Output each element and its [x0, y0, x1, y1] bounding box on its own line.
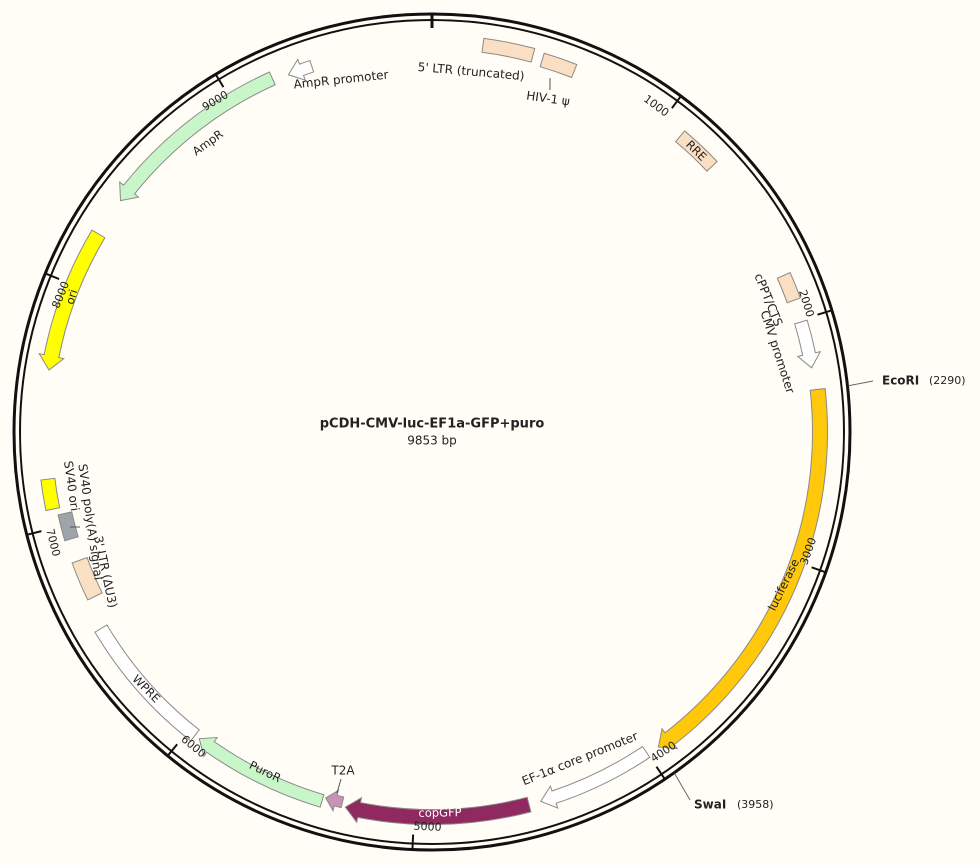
site-name: EcoRI: [882, 374, 919, 388]
feature-shape: [40, 477, 61, 512]
site-name: SwaI: [694, 798, 726, 812]
feature-shape: [481, 37, 536, 63]
tick-mark: [817, 309, 833, 316]
tick-mark: [166, 743, 178, 757]
tick-label: 1000: [641, 92, 671, 119]
feature-shape: [539, 52, 578, 79]
feature-shape: [776, 271, 802, 304]
feature-shape: [38, 229, 106, 371]
feature-label: ori: [63, 288, 81, 306]
features: [38, 37, 828, 825]
feature-shape: [325, 789, 345, 813]
feature-label: SV40 ori: [61, 460, 82, 512]
backbone-inner: [19, 19, 845, 845]
feature-shape: [344, 796, 532, 825]
feature-label: HIV-1 ψ: [525, 89, 570, 109]
feature-shape: [198, 736, 325, 808]
tick-label: 5000: [413, 820, 442, 834]
feature-shape: [57, 511, 79, 542]
feature-shape: [674, 130, 718, 172]
feature-shape: [657, 388, 828, 750]
tick-mark: [411, 834, 415, 850]
feature-shape: [119, 71, 276, 202]
backbone-outer: [12, 12, 852, 852]
site-leader: [674, 773, 691, 801]
plasmid-name: pCDH-CMV-luc-EF1a-GFP+puro: [320, 417, 545, 432]
feature-shape: [539, 745, 651, 809]
tick-mark: [811, 566, 827, 574]
feature-shape: [71, 556, 103, 601]
feature-label: T2A: [330, 764, 355, 778]
tick-mark: [655, 766, 666, 780]
tick-mark: [214, 73, 225, 88]
site-position: (3958): [737, 798, 774, 811]
feature-shape: [94, 624, 200, 742]
tick-mark: [26, 530, 42, 536]
site-position: (2290): [929, 374, 966, 387]
tick-label: 2000: [796, 288, 817, 319]
feature-label: copGFP: [418, 805, 461, 820]
site-leader: [848, 380, 874, 387]
tick-mark: [671, 95, 682, 109]
feature-shape: [794, 319, 822, 369]
tick-label: 7000: [43, 527, 62, 557]
tick-mark: [44, 272, 60, 281]
feature-label: EF-1α core promoter: [520, 729, 640, 788]
label-leader: [336, 778, 342, 794]
feature-shape: [287, 58, 315, 81]
feature-label: 5' LTR (truncated): [417, 60, 525, 83]
plasmid-length: 9853 bp: [407, 434, 457, 448]
